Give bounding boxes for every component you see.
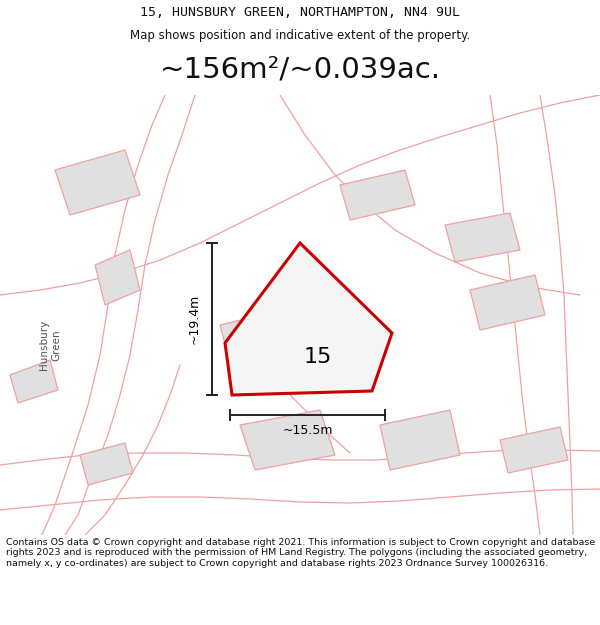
Polygon shape [500, 427, 568, 473]
Text: ~156m²/~0.039ac.: ~156m²/~0.039ac. [160, 56, 440, 84]
Polygon shape [55, 150, 140, 215]
Polygon shape [10, 360, 58, 403]
Text: Contains OS data © Crown copyright and database right 2021. This information is : Contains OS data © Crown copyright and d… [6, 538, 595, 568]
Text: 15: 15 [304, 347, 332, 367]
Polygon shape [240, 410, 335, 470]
Polygon shape [80, 443, 133, 485]
Polygon shape [340, 170, 415, 220]
Polygon shape [380, 410, 460, 470]
Polygon shape [95, 250, 140, 305]
Text: 15, HUNSBURY GREEN, NORTHAMPTON, NN4 9UL: 15, HUNSBURY GREEN, NORTHAMPTON, NN4 9UL [140, 6, 460, 19]
Polygon shape [470, 275, 545, 330]
Polygon shape [445, 213, 520, 262]
Text: ~19.4m: ~19.4m [187, 294, 200, 344]
Polygon shape [265, 340, 315, 385]
Text: ~15.5m: ~15.5m [282, 424, 333, 438]
Polygon shape [225, 243, 392, 395]
Text: Map shows position and indicative extent of the property.: Map shows position and indicative extent… [130, 29, 470, 42]
Text: Hunsbury
Green: Hunsbury Green [39, 320, 61, 370]
Polygon shape [220, 313, 280, 363]
